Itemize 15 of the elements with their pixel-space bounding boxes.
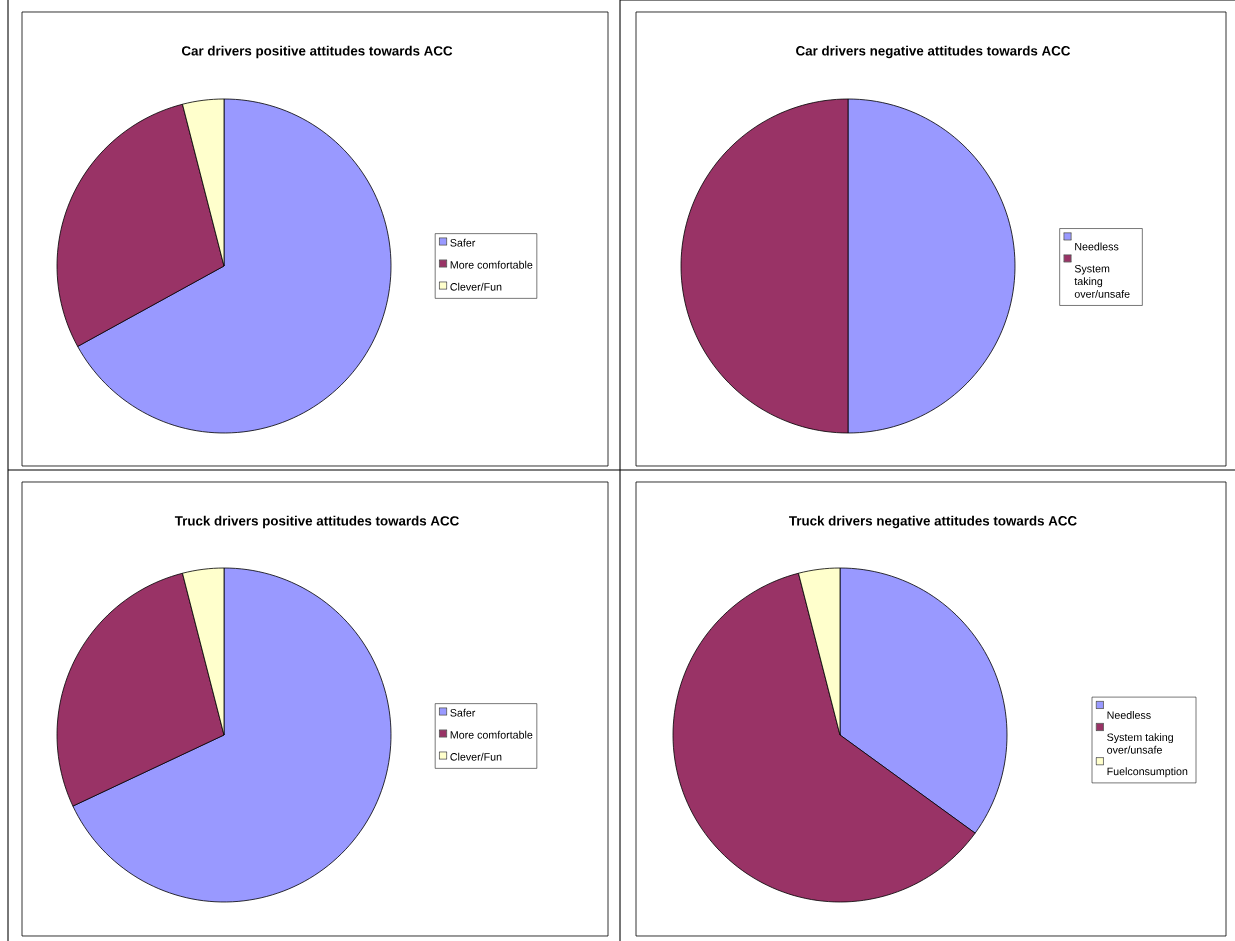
- legend-label: Needless: [1107, 711, 1151, 719]
- legend-label: System taking over/unsafe: [1074, 264, 1130, 298]
- legend-label: Safer: [450, 708, 476, 717]
- legend-label: Safer: [450, 238, 476, 247]
- legend-label: More comfortable: [450, 260, 533, 269]
- chart-title: Car drivers negative attitudes towards ACC: [796, 45, 1071, 59]
- legend-label: Clever/Fun: [450, 282, 502, 291]
- legend-label: Clever/Fun: [450, 752, 502, 761]
- chart-title: Truck drivers negative attitudes towards ACC: [789, 515, 1077, 529]
- legend-label: More comfortable: [450, 730, 533, 739]
- chart-title: Truck drivers positive attitudes towards ACC: [174, 515, 459, 529]
- legend-label: Needless: [1075, 242, 1119, 251]
- chart-title: Car drivers positive attitudes towards ACC: [181, 45, 453, 59]
- legend-label: System taking over/unsafe: [1107, 733, 1173, 754]
- legend-label: Fuelconsumption: [1107, 767, 1188, 778]
